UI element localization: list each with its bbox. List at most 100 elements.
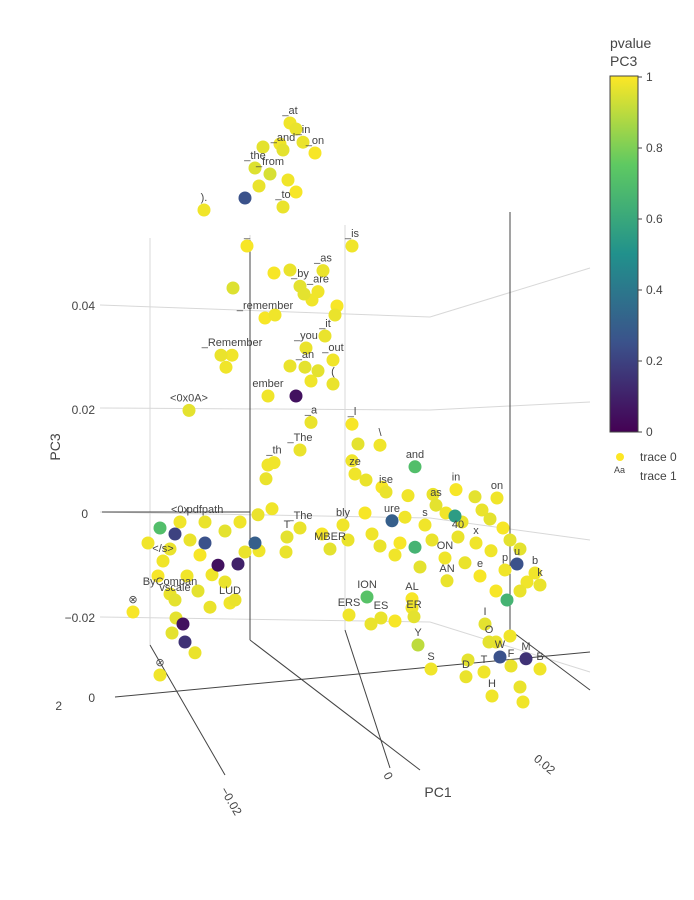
data-point[interactable] [156,554,170,568]
data-point[interactable] [341,533,355,547]
data-point[interactable] [228,593,242,607]
data-point[interactable] [516,695,530,709]
data-point[interactable] [198,515,212,529]
data-point[interactable] [490,491,504,505]
data-point[interactable] [296,135,310,149]
data-point[interactable] [248,161,262,175]
data-point[interactable] [197,203,211,217]
data-point[interactable] [276,143,290,157]
data-point[interactable] [528,566,542,580]
data-point[interactable] [438,551,452,565]
data-point[interactable] [459,670,473,684]
data-point[interactable] [408,460,422,474]
data-point[interactable] [180,569,194,583]
data-point[interactable] [163,542,177,556]
data-point[interactable] [336,518,350,532]
data-point[interactable] [218,575,232,589]
data-point[interactable] [240,239,254,253]
data-point[interactable] [374,611,388,625]
data-point[interactable] [267,266,281,280]
data-point[interactable] [519,652,533,666]
data-point[interactable] [268,308,282,322]
data-point[interactable] [483,512,497,526]
data-point[interactable] [484,544,498,558]
data-point[interactable] [513,680,527,694]
data-point[interactable] [298,360,312,374]
data-point[interactable] [238,191,252,205]
data-point[interactable] [359,473,373,487]
data-point[interactable] [408,540,422,554]
data-point[interactable] [358,506,372,520]
data-point[interactable] [188,646,202,660]
data-point[interactable] [178,635,192,649]
data-point[interactable] [323,542,337,556]
data-point[interactable] [345,454,359,468]
data-point[interactable] [256,140,270,154]
data-point[interactable] [141,536,155,550]
data-point[interactable] [360,590,374,604]
data-point[interactable] [478,617,492,631]
data-point[interactable] [489,584,503,598]
data-point[interactable] [198,536,212,550]
data-point[interactable] [289,122,303,136]
data-point[interactable] [493,650,507,664]
data-point[interactable] [510,557,524,571]
data-point[interactable] [183,533,197,547]
data-point[interactable] [473,569,487,583]
data-point[interactable] [126,605,140,619]
data-point[interactable] [328,308,342,322]
data-point[interactable] [379,485,393,499]
data-point[interactable] [498,563,512,577]
data-point[interactable] [315,527,329,541]
data-point[interactable] [259,472,273,486]
data-point[interactable] [429,498,443,512]
data-point[interactable] [261,389,275,403]
data-point[interactable] [191,584,205,598]
data-point[interactable] [182,403,196,417]
data-point[interactable] [393,536,407,550]
data-point[interactable] [348,467,362,481]
data-point[interactable] [318,329,332,343]
data-point[interactable] [308,146,322,160]
data-point[interactable] [316,264,330,278]
data-point[interactable] [388,548,402,562]
data-point[interactable] [261,458,275,472]
data-point[interactable] [279,545,293,559]
data-point[interactable] [326,377,340,391]
data-point[interactable] [448,509,462,523]
data-point[interactable] [293,443,307,457]
data-point[interactable] [265,502,279,516]
data-point[interactable] [461,653,475,667]
data-point[interactable] [485,689,499,703]
data-point[interactable] [263,167,277,181]
data-point[interactable] [533,662,547,676]
data-point[interactable] [168,527,182,541]
data-point[interactable] [218,524,232,538]
data-point[interactable] [520,575,534,589]
data-point[interactable] [475,503,489,517]
data-point[interactable] [500,593,514,607]
data-point[interactable] [280,530,294,544]
data-point[interactable] [205,568,219,582]
data-point[interactable] [251,508,265,522]
data-point[interactable] [401,489,415,503]
legend-item-trace-0[interactable]: trace 0 [616,450,677,464]
data-point[interactable] [311,364,325,378]
data-point[interactable] [238,545,252,559]
data-point[interactable] [533,578,547,592]
data-point[interactable] [385,514,399,528]
data-point[interactable] [289,185,303,199]
data-point[interactable] [168,593,182,607]
data-point[interactable] [425,533,439,547]
data-point[interactable] [304,374,318,388]
data-point[interactable] [440,574,454,588]
data-point[interactable] [469,536,483,550]
data-point[interactable] [451,530,465,544]
data-point[interactable] [405,592,419,606]
data-point[interactable] [225,348,239,362]
data-point[interactable] [424,662,438,676]
data-point[interactable] [153,668,167,682]
data-point[interactable] [364,617,378,631]
data-point[interactable] [214,348,228,362]
